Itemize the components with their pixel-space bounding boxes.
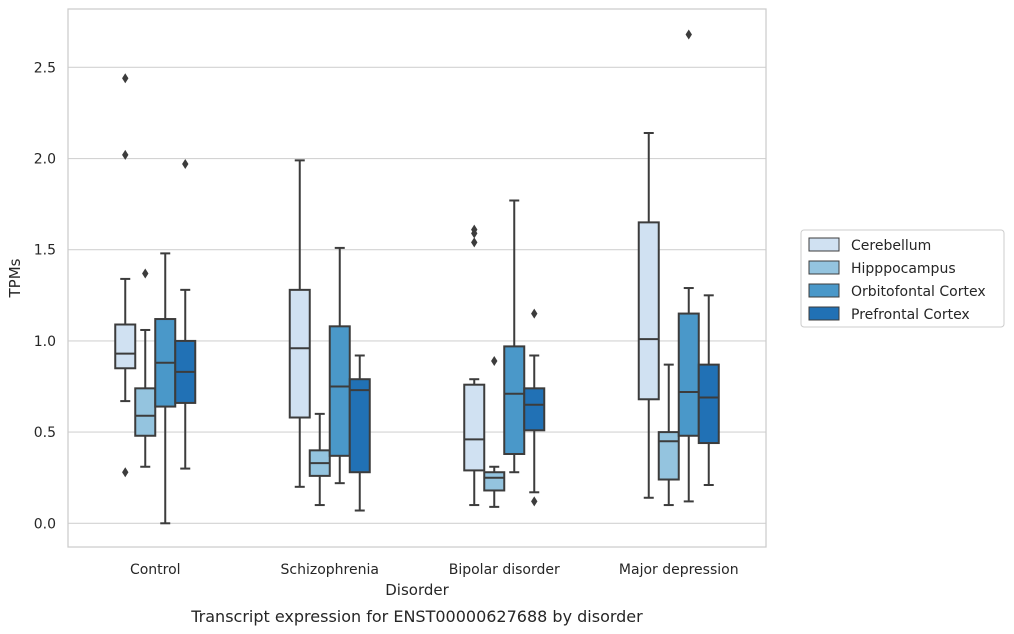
outlier-point	[685, 29, 692, 40]
x-axis-label: Disorder	[385, 581, 449, 599]
box-body	[657, 431, 680, 481]
box-3-3	[697, 294, 720, 486]
box-2-0	[463, 224, 486, 507]
outlier-point	[491, 355, 498, 366]
box-body	[503, 345, 526, 455]
x-tick-label: Major depression	[619, 562, 739, 578]
box-0-0	[114, 73, 137, 478]
box-body	[697, 363, 720, 445]
x-tick-label: Bipolar disorder	[449, 562, 560, 578]
figure-caption: Transcript expression for ENST0000062768…	[190, 607, 643, 626]
outlier-point	[531, 496, 538, 507]
y-tick-label: 2.0	[34, 152, 56, 168]
box-0-2	[154, 252, 177, 525]
outlier-point	[471, 237, 478, 248]
box-body	[637, 221, 660, 401]
legend-label: Hipppocampus	[851, 261, 956, 277]
outlier-point	[122, 467, 129, 478]
y-tick-label: 0.5	[34, 425, 56, 441]
plot-frame	[67, 8, 767, 548]
legend-label: Orbitofontal Cortex	[851, 284, 986, 300]
box-body	[677, 312, 700, 437]
box-1-0	[288, 159, 311, 488]
box-2-3	[523, 308, 546, 507]
box-body	[288, 288, 311, 419]
legend-label: Prefrontal Cortex	[851, 307, 970, 323]
box-body	[483, 471, 506, 492]
box-0-1	[134, 268, 157, 468]
outlier-point	[122, 73, 129, 84]
box-2-2	[503, 199, 526, 474]
x-tick-label: Control	[130, 562, 181, 578]
legend-swatch	[808, 237, 840, 252]
box-body	[134, 387, 157, 437]
y-tick-label: 2.5	[34, 60, 56, 76]
legend-label: Cerebellum	[851, 238, 931, 254]
box-body	[114, 323, 137, 370]
box-body	[348, 378, 371, 474]
plot-boxes	[114, 29, 720, 525]
y-tick-label: 0.0	[34, 516, 56, 532]
box-1-2	[328, 246, 351, 485]
box-body	[463, 383, 486, 472]
legend: Cerebellum Hipppocampus Orbitofontal Corte…	[800, 229, 1005, 328]
x-tick-labels: Control Schizophrenia Bipolar disorder Majo…	[130, 562, 739, 578]
box-1-1	[308, 412, 331, 507]
y-tick-label: 1.0	[34, 334, 56, 350]
legend-swatch	[808, 306, 840, 321]
box-3-1	[657, 363, 680, 507]
box-body	[328, 325, 351, 457]
box-body	[523, 387, 546, 432]
legend-swatch	[808, 283, 840, 298]
y-tick-labels: 0.0 0.5 1.0 1.5 2.0 2.5	[34, 60, 56, 532]
legend-swatch	[808, 260, 840, 275]
y-tick-label: 1.5	[34, 243, 56, 259]
box-2-1	[483, 355, 506, 508]
outlier-point	[531, 308, 538, 319]
y-axis-label: TPMs	[6, 258, 24, 298]
box-3-0	[637, 132, 660, 499]
outlier-point	[182, 159, 189, 170]
box-0-3	[174, 159, 197, 470]
box-3-2	[677, 29, 700, 503]
outlier-point	[142, 268, 149, 279]
outlier-point	[122, 149, 129, 160]
outlier-point	[471, 228, 478, 239]
box-1-3	[348, 354, 371, 512]
legend-frame	[800, 229, 1005, 328]
x-tick-label: Schizophrenia	[281, 562, 379, 578]
